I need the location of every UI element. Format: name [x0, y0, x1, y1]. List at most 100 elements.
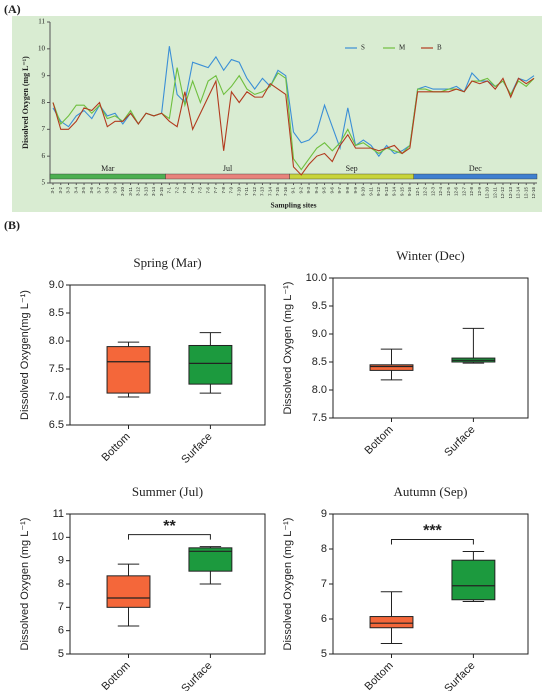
x-tick-label: 7-5	[198, 187, 203, 194]
x-tick-label: 3-2	[58, 187, 63, 194]
x-tick-label: 7-12	[252, 187, 257, 197]
y-tick-label: 6.5	[49, 419, 64, 431]
y-tick-label: 9.0	[49, 279, 64, 291]
x-tick-label: 3-8	[104, 187, 109, 194]
x-tick-label: 7-10	[236, 187, 241, 197]
y-tick-label: 9.0	[312, 328, 327, 340]
x-tick-label: 12-13	[508, 187, 513, 199]
y-axis-label: Dissolved Oxygen (mg L⁻¹)	[21, 56, 30, 149]
x-tick-label: 7-2	[174, 187, 179, 194]
season-band	[49, 173, 166, 180]
x-tick-label: 12-3	[430, 187, 435, 197]
y-tick-label: 6	[42, 152, 46, 160]
x-tick-label: 3-3	[66, 187, 71, 194]
box	[188, 547, 233, 572]
y-tick-label: 6	[58, 625, 64, 637]
panel-label: (A)	[4, 2, 21, 16]
x-tick-label: Bottom	[363, 424, 396, 457]
x-tick-label: 9-8	[345, 187, 350, 194]
box	[106, 575, 151, 608]
box	[188, 344, 233, 385]
season-label: Sep	[346, 164, 358, 173]
y-tick-label: 7.5	[312, 412, 327, 424]
y-tick-label: 10.0	[306, 272, 327, 284]
y-tick-label: 5	[42, 179, 46, 187]
y-tick-label: 8.0	[49, 335, 64, 347]
x-tick-label: 9-3	[306, 187, 311, 194]
y-axis-label: Dissolved Oxygen (mg L⁻¹)	[282, 518, 294, 651]
box	[106, 346, 151, 394]
x-tick-label: 3-13	[143, 187, 148, 197]
y-tick-label: 9.5	[312, 300, 327, 312]
x-tick-label: 7-16	[283, 187, 288, 197]
x-tick-label: 12-12	[500, 187, 505, 199]
y-axis-label: Dissolved Oxygen(mg L⁻¹)	[19, 290, 31, 420]
chart-title: Autumn (Sep)	[393, 484, 467, 499]
x-tick-label: 12-10	[485, 187, 490, 199]
y-tick-label: 8.5	[49, 307, 64, 319]
x-tick-label: 3-1	[50, 187, 55, 194]
season-band	[289, 173, 414, 180]
y-axis-label: Dissolved Oxygen (mg L⁻¹)	[19, 518, 31, 651]
y-tick-label: 9	[42, 71, 46, 79]
x-tick-label: Surface	[179, 431, 214, 466]
x-tick-label: 3-10	[120, 187, 125, 197]
x-tick-label: 9-6	[329, 187, 334, 194]
y-tick-label: 7	[42, 125, 46, 133]
x-tick-label: 3-7	[97, 187, 102, 194]
y-tick-label: 11	[38, 18, 45, 26]
x-tick-label: 12-11	[492, 187, 497, 199]
x-tick-label: 9-1	[291, 187, 296, 194]
legend-label: M	[399, 44, 406, 52]
x-tick-label: 12-8	[469, 187, 474, 197]
x-tick-label: 3-11	[128, 187, 133, 196]
season-band	[413, 173, 538, 180]
x-tick-label: 9-11	[368, 187, 373, 196]
y-tick-label: 9	[58, 555, 64, 567]
box	[369, 616, 414, 629]
significance-label: **	[163, 518, 176, 535]
x-tick-label: 3-14	[151, 187, 156, 197]
x-tick-label: Bottom	[363, 660, 396, 691]
x-tick-label: 9-2	[298, 187, 303, 194]
x-tick-label: 7-3	[182, 187, 187, 194]
y-tick-label: 7	[58, 601, 64, 613]
x-tick-label: 3-15	[159, 187, 164, 197]
plot-frame	[332, 277, 529, 419]
x-tick-label: 7-11	[244, 187, 249, 196]
x-tick-label: 9-14	[392, 187, 397, 197]
legend-label: S	[361, 44, 365, 52]
x-tick-label: 7-15	[275, 187, 280, 197]
data-line	[52, 77, 535, 176]
box	[369, 364, 414, 371]
significance-bracket	[391, 538, 474, 545]
season-label: Mar	[101, 164, 115, 173]
x-tick-label: 12-9	[477, 187, 482, 197]
significance-bracket	[128, 534, 211, 540]
x-tick-label: 3-9	[112, 187, 117, 194]
x-tick-label: 9-9	[353, 187, 358, 194]
box	[451, 559, 496, 601]
x-tick-label: 12-15	[523, 187, 528, 199]
y-tick-label: 9	[321, 508, 327, 520]
chart-title: Summer (Jul)	[132, 484, 203, 499]
y-axis-label: Dissolved Oxygen (mg L⁻¹)	[282, 282, 294, 415]
y-tick-label: 11	[53, 508, 64, 520]
x-tick-label: 7-8	[221, 187, 226, 194]
x-tick-label: 12-14	[516, 187, 521, 199]
x-tick-label: 9-5	[322, 187, 327, 194]
y-tick-label: 8	[42, 98, 46, 106]
x-tick-label: 12-4	[438, 187, 443, 197]
x-tick-label: 9-12	[376, 187, 381, 197]
x-tick-label: 12-2	[423, 187, 428, 197]
x-tick-label: 12-5	[446, 187, 451, 197]
x-tick-label: 12-7	[461, 187, 466, 197]
x-tick-label: 7-14	[267, 187, 272, 197]
x-tick-label: Surface	[442, 424, 477, 459]
data-line	[52, 67, 535, 171]
chart-title: Winter (Dec)	[396, 248, 464, 263]
y-tick-label: 8	[321, 543, 327, 555]
panel-background	[12, 16, 542, 212]
x-tick-label: 9-7	[337, 187, 342, 194]
plot-frame	[69, 284, 266, 426]
